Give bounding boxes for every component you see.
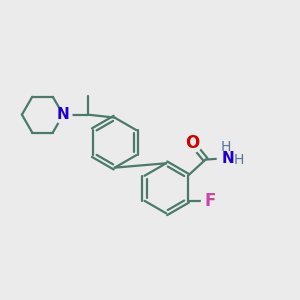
Text: H: H [234, 153, 244, 166]
Text: H: H [221, 140, 231, 154]
Text: N: N [57, 107, 70, 122]
Text: N: N [221, 151, 234, 166]
Text: F: F [204, 192, 216, 210]
Text: O: O [185, 134, 200, 152]
